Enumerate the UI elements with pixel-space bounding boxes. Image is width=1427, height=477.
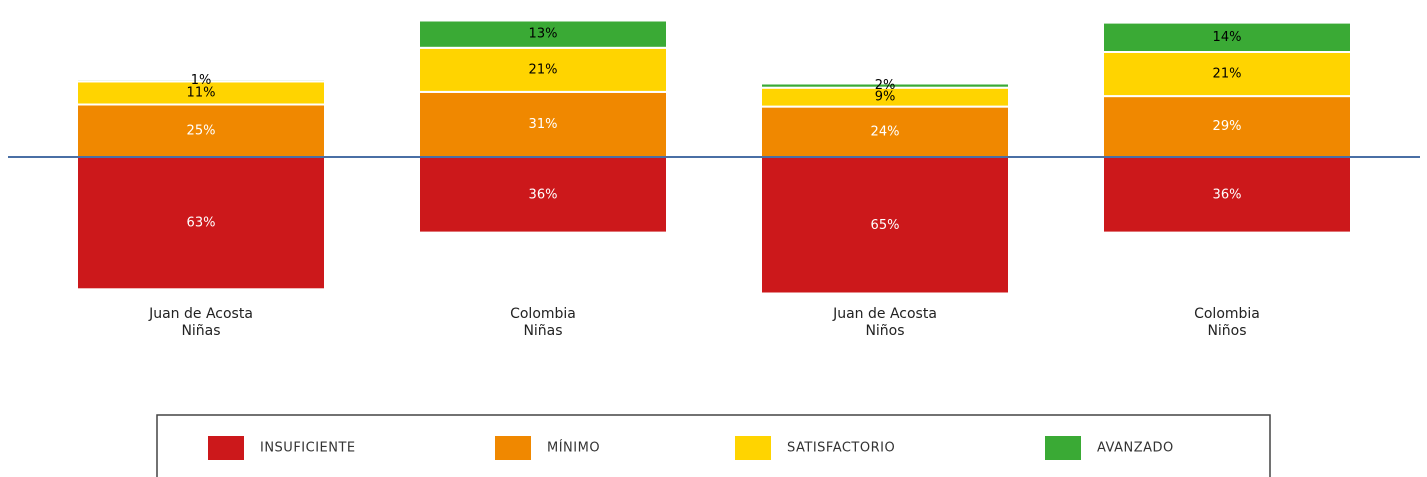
value-label: 9% — [875, 90, 896, 105]
legend-swatch — [495, 436, 531, 460]
value-label: 14% — [1213, 30, 1242, 45]
legend-label: SATISFACTORIO — [787, 441, 895, 456]
value-label: 63% — [187, 216, 216, 231]
bar-segment — [760, 105, 1010, 158]
x-tick-label: Niñas — [523, 323, 562, 339]
bar-segment — [1102, 21, 1352, 53]
x-tick-label: Colombia — [510, 306, 576, 322]
legend-label: INSUFICIENTE — [260, 441, 356, 456]
x-tick-label: Juan de Acosta — [148, 306, 253, 322]
x-tick-label: Niñas — [181, 323, 220, 339]
bar-segment — [76, 156, 326, 291]
bar-segment — [418, 156, 668, 234]
value-label: 21% — [1213, 67, 1242, 82]
bar-segment — [1102, 95, 1352, 158]
legend-swatch — [1045, 436, 1081, 460]
bar-segment — [760, 82, 1010, 89]
value-label: 21% — [529, 62, 558, 77]
legend-label: AVANZADO — [1097, 441, 1174, 456]
value-label: 65% — [871, 218, 900, 233]
bar-segment — [1102, 51, 1352, 98]
value-label: 2% — [875, 78, 896, 93]
bar-segment — [418, 19, 668, 49]
x-tick-label: Colombia — [1194, 306, 1260, 322]
value-label: 25% — [187, 123, 216, 138]
value-label: 13% — [529, 27, 558, 42]
value-label: 24% — [871, 124, 900, 139]
legend-label: MÍNIMO — [547, 440, 600, 456]
bar-segment — [760, 156, 1010, 295]
bar-segment — [418, 46, 668, 93]
value-label: 31% — [529, 117, 558, 132]
x-tick-label: Juan de Acosta — [832, 306, 937, 322]
value-label: 36% — [1213, 187, 1242, 202]
value-label: 29% — [1213, 119, 1242, 134]
value-label: 1% — [191, 73, 212, 88]
value-label: 36% — [529, 187, 558, 202]
bar-segment — [76, 78, 326, 83]
legend-box — [156, 414, 1271, 477]
legend-swatch — [208, 436, 244, 460]
x-tick-label: Niños — [865, 323, 904, 339]
x-tick-label: Niños — [1207, 323, 1246, 339]
bar-segment — [76, 103, 326, 158]
value-label: 11% — [187, 85, 216, 100]
legend-swatch — [735, 436, 771, 460]
